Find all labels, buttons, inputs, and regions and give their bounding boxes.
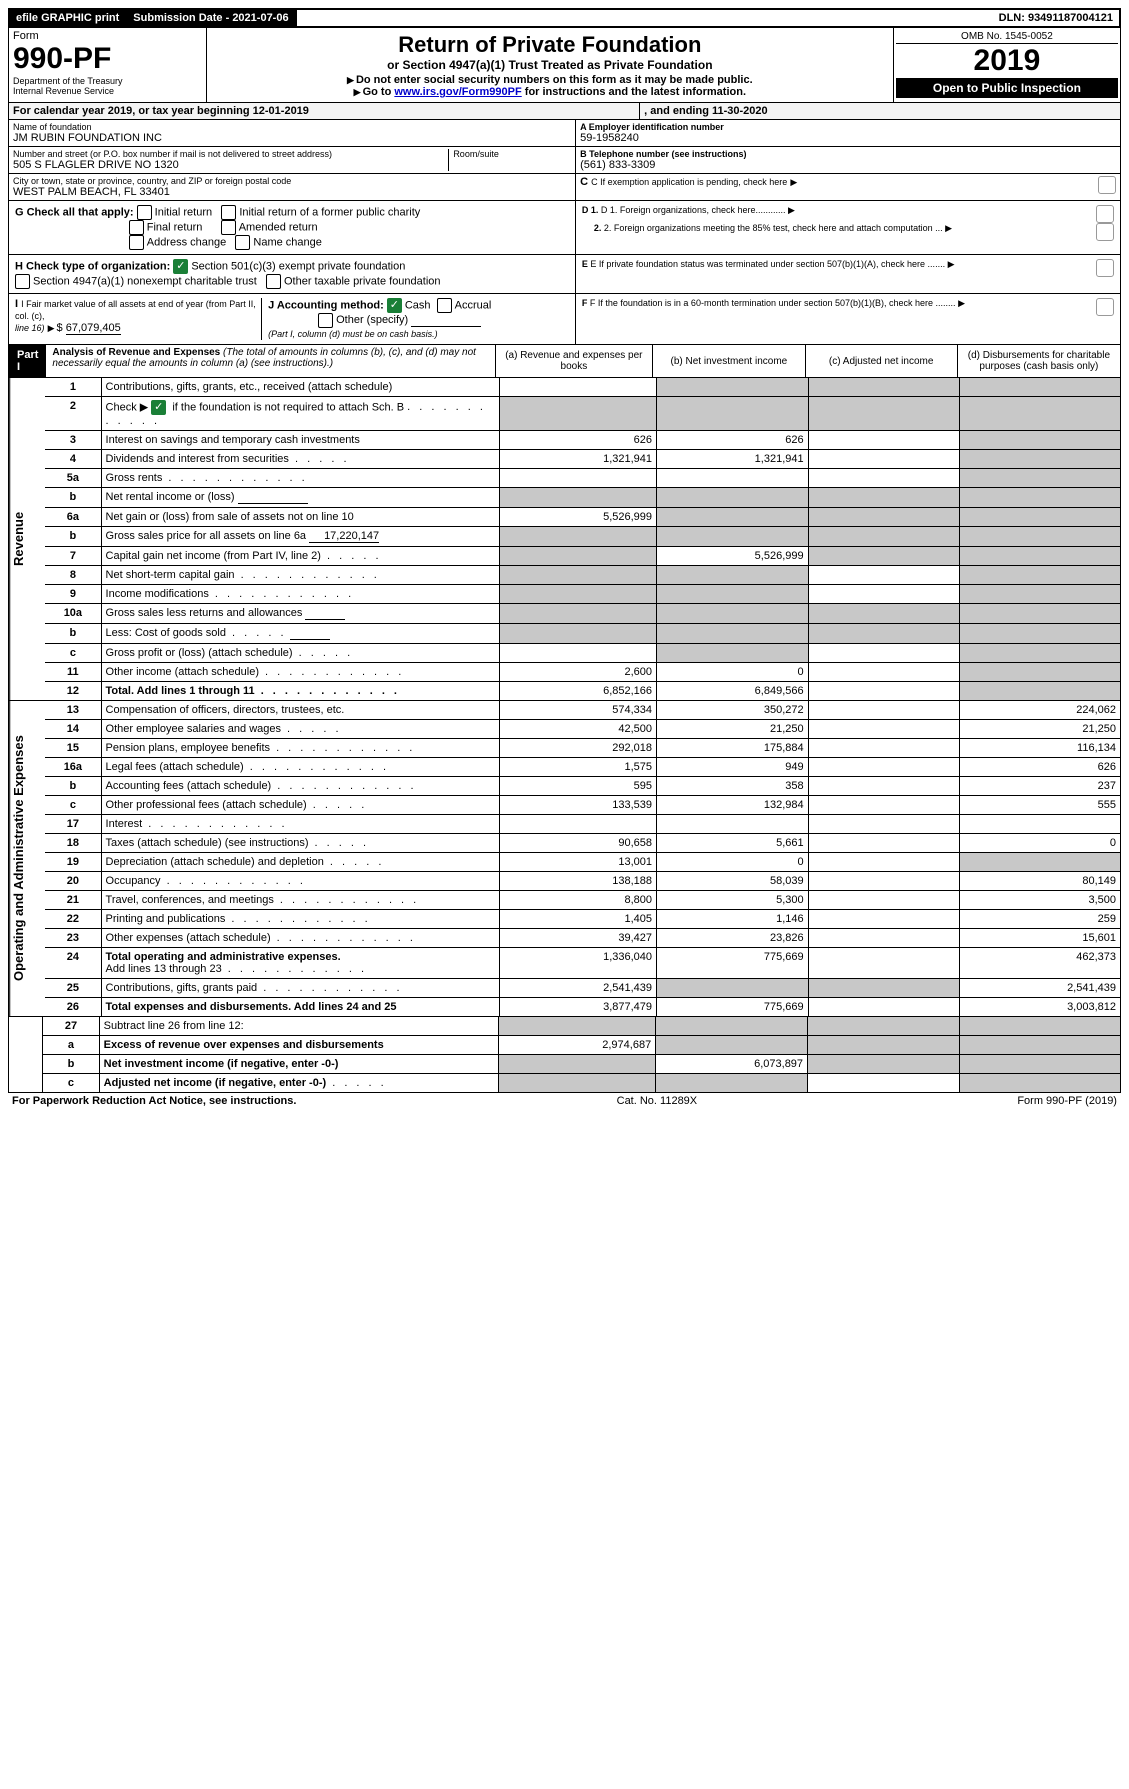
page-footer: For Paperwork Reduction Act Notice, see … [8,1093,1121,1109]
addr-lbl: Number and street (or P.O. box number if… [13,149,448,159]
expenses-table: Operating and Administrative Expenses 13… [8,701,1121,1017]
part1-header: Part I Analysis of Revenue and Expenses … [8,345,1121,378]
phone-lbl: B Telephone number (see instructions) [580,149,1116,159]
ein: 59-1958240 [580,132,1116,144]
other-acct-cb[interactable] [318,313,333,328]
final-return-cb[interactable] [129,220,144,235]
c-checkbox[interactable] [1098,176,1116,194]
part1-label: Part I [9,345,46,377]
cat-no: Cat. No. 11289X [617,1095,698,1107]
subtitle: or Section 4947(a)(1) Trust Treated as P… [211,58,889,72]
form-word: Form [13,30,202,42]
f-checkbox[interactable] [1096,298,1114,316]
paperwork-notice: For Paperwork Reduction Act Notice, see … [12,1095,296,1107]
open-public: Open to Public Inspection [896,78,1118,98]
cash-cb[interactable]: ✓ [387,298,402,313]
dln: DLN: 93491187004121 [993,10,1119,26]
initial-pub-cb[interactable] [221,205,236,220]
revenue-table: Revenue 1Contributions, gifts, grants, e… [8,378,1121,701]
tax-year: 2019 [896,44,1118,78]
check-section-gd: G Check all that apply: Initial return I… [8,201,1121,255]
omb: OMB No. 1545-0052 [896,30,1118,44]
title: Return of Private Foundation [211,32,889,58]
d1-checkbox[interactable] [1096,205,1114,223]
fmv: 67,079,405 [66,322,121,335]
cal-ending: , and ending 11-30-2020 [640,103,1120,119]
form-link[interactable]: www.irs.gov/Form990PF [394,86,521,98]
amended-cb[interactable] [221,220,236,235]
form-number: 990-PF [13,42,202,76]
dept: Department of the Treasury [13,76,202,86]
sch-b-cb[interactable]: ✓ [151,400,166,415]
irs: Internal Revenue Service [13,86,202,96]
501c3-cb[interactable]: ✓ [173,259,188,274]
name-lbl: Name of foundation [13,122,571,132]
info-section: Name of foundation JM RUBIN FOUNDATION I… [8,120,1121,201]
form-header: Form 990-PF Department of the Treasury I… [8,28,1121,103]
phone: (561) 833-3309 [580,159,1116,171]
address: 505 S FLAGLER DRIVE NO 1320 [13,159,448,171]
submission-date: Submission Date - 2021-07-06 [127,10,296,26]
accrual-cb[interactable] [437,298,452,313]
expenses-label: Operating and Administrative Expenses [9,701,45,1016]
form-ref: Form 990-PF (2019) [1017,1095,1117,1107]
col-a-hdr: (a) Revenue and expenses per books [496,345,654,377]
line27-table: 27Subtract line 26 from line 12: aExcess… [8,1017,1121,1093]
revenue-label: Revenue [9,378,45,700]
name-change-cb[interactable] [235,235,250,250]
ein-lbl: A Employer identification number [580,122,1116,132]
foundation-name: JM RUBIN FOUNDATION INC [13,132,571,144]
cal-year: For calendar year 2019, or tax year begi… [9,103,640,119]
city: WEST PALM BEACH, FL 33401 [13,186,571,198]
e-checkbox[interactable] [1096,259,1114,277]
note1: Do not enter social security numbers on … [356,74,753,86]
top-bar: efile GRAPHIC print Submission Date - 20… [8,8,1121,28]
check-section-ijf: I I Fair market value of all assets at e… [8,294,1121,345]
col-b-hdr: (b) Net investment income [653,345,805,377]
col-d-hdr: (d) Disbursements for charitable purpose… [958,345,1120,377]
initial-return-cb[interactable] [137,205,152,220]
room-lbl: Room/suite [448,149,499,171]
city-lbl: City or town, state or province, country… [13,176,571,186]
d2-checkbox[interactable] [1096,223,1114,241]
col-c-hdr: (c) Adjusted net income [806,345,958,377]
4947-cb[interactable] [15,274,30,289]
check-section-he: H Check type of organization: ✓Section 5… [8,255,1121,294]
other-taxable-cb[interactable] [266,274,281,289]
efile-label[interactable]: efile GRAPHIC print [10,10,127,26]
addr-change-cb[interactable] [129,235,144,250]
